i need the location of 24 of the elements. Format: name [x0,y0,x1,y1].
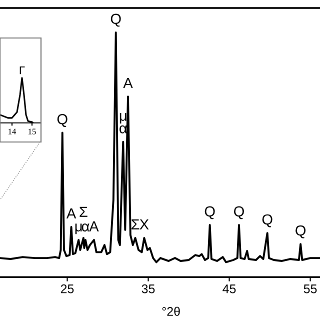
annotation: A [123,78,133,88]
annotation: X [140,219,149,230]
annotation: Q [234,206,244,220]
annotation: μ [120,113,126,124]
annotation: Q [110,14,121,27]
x-tick-label: 45 [222,284,236,294]
annotation: Q [57,114,68,127]
x-tick-label: 25 [60,284,74,294]
annotation: μ [75,224,82,234]
annotation: α [120,125,127,134]
annotation: Q [296,225,306,238]
annotation: Σ [80,206,88,217]
x-tick-label: 15 [28,128,36,134]
x-tick-label: 35 [142,284,155,294]
x-tick-label: 14 [8,128,16,134]
x-axis-title: °2θ [162,306,180,316]
annotation: Γ [20,66,25,74]
annotation: Q [204,206,215,220]
annotation: A [89,221,99,232]
x-tick-label: 55 [304,284,317,294]
annotation: A [66,208,76,218]
annotation: α [82,224,90,232]
annotation: Q [262,214,272,228]
annotation: Σ [132,219,140,230]
